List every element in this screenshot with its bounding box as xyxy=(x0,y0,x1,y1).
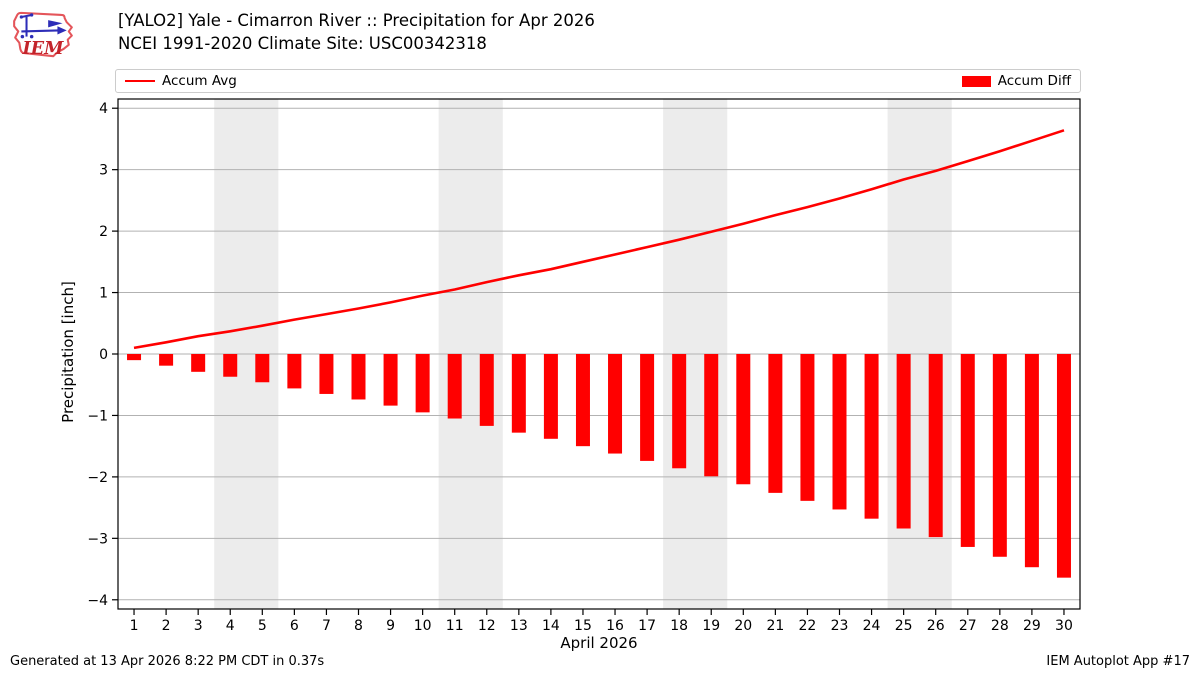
x-tick-label: 12 xyxy=(478,618,496,634)
x-tick-label: 1 xyxy=(130,618,139,634)
x-tick-label: 13 xyxy=(510,618,528,634)
bar-day-24 xyxy=(864,354,879,519)
accum-diff-bar-swatch xyxy=(961,75,991,87)
bar-day-2 xyxy=(159,354,174,366)
legend-item-accum-avg: Accum Avg xyxy=(125,73,237,89)
bar-day-4 xyxy=(223,354,238,377)
bar-day-22 xyxy=(800,354,815,501)
x-tick-label: 22 xyxy=(799,618,817,634)
title-block: [YALO2] Yale - Cimarron River :: Precipi… xyxy=(118,9,595,56)
bar-day-21 xyxy=(768,354,783,493)
x-tick-label: 25 xyxy=(895,618,913,634)
x-tick-label: 5 xyxy=(258,618,267,634)
x-tick-label: 23 xyxy=(831,618,849,634)
bar-day-19 xyxy=(704,354,719,477)
bar-day-10 xyxy=(415,354,430,413)
x-tick-label: 27 xyxy=(959,618,977,634)
bar-day-26 xyxy=(928,354,943,538)
y-tick-label: 3 xyxy=(99,163,108,179)
iem-logo: IEM xyxy=(13,11,73,59)
gridlines xyxy=(118,107,1080,601)
bar-day-27 xyxy=(960,354,975,547)
bar-day-23 xyxy=(832,354,847,510)
x-tick-label: 17 xyxy=(638,618,656,634)
y-tick-label: −2 xyxy=(87,470,108,486)
bar-day-7 xyxy=(319,354,334,394)
bar-day-11 xyxy=(447,354,462,419)
x-tick-label: 24 xyxy=(863,618,881,634)
y-tick-label: 2 xyxy=(99,224,108,240)
legend: Accum Avg Accum Diff xyxy=(115,69,1081,93)
x-tick-label: 26 xyxy=(927,618,945,634)
x-tick-label: 16 xyxy=(606,618,624,634)
x-axis-title: April 2026 xyxy=(560,634,638,652)
x-tick-label: 2 xyxy=(162,618,171,634)
x-tick-label: 9 xyxy=(386,618,395,634)
y-tick-label: 4 xyxy=(99,101,108,117)
bar-day-16 xyxy=(608,354,623,454)
x-tick-label: 28 xyxy=(991,618,1009,634)
x-tick-label: 21 xyxy=(766,618,784,634)
x-tick-label: 14 xyxy=(542,618,560,634)
bar-day-8 xyxy=(351,354,366,400)
y-axis-ticks: −4 −3 −2 −1 0 1 2 3 4 xyxy=(87,101,118,609)
bar-day-29 xyxy=(1024,354,1039,568)
bar-day-15 xyxy=(575,354,590,447)
x-tick-label: 18 xyxy=(670,618,688,634)
legend-item-accum-diff: Accum Diff xyxy=(961,73,1071,89)
accum-avg-label: Accum Avg xyxy=(162,73,237,89)
chart-subtitle: NCEI 1991-2020 Climate Site: USC00342318 xyxy=(118,34,487,54)
x-tick-label: 30 xyxy=(1055,618,1073,634)
bar-day-1 xyxy=(127,354,142,361)
x-tick-label: 29 xyxy=(1023,618,1041,634)
app-credit: IEM Autoplot App #17 xyxy=(1046,654,1190,669)
y-tick-label: −1 xyxy=(87,408,108,424)
bar-day-5 xyxy=(255,354,270,383)
generated-timestamp: Generated at 13 Apr 2026 8:22 PM CDT in … xyxy=(10,654,325,669)
x-tick-label: 6 xyxy=(290,618,299,634)
x-tick-label: 8 xyxy=(354,618,363,634)
x-tick-label: 11 xyxy=(446,618,464,634)
x-tick-label: 7 xyxy=(322,618,331,634)
accum-diff-label: Accum Diff xyxy=(997,73,1071,89)
bar-day-6 xyxy=(287,354,302,389)
y-tick-label: 1 xyxy=(99,286,108,302)
x-tick-label: 10 xyxy=(414,618,432,634)
bar-day-18 xyxy=(672,354,687,469)
bar-day-14 xyxy=(543,354,558,439)
x-tick-label: 19 xyxy=(702,618,720,634)
y-axis-title: Precipitation [inch] xyxy=(59,281,77,423)
y-tick-label: −3 xyxy=(87,531,108,547)
bar-day-28 xyxy=(992,354,1007,557)
bar-day-17 xyxy=(640,354,655,461)
bar-day-9 xyxy=(383,354,398,406)
logo-text: IEM xyxy=(22,39,65,59)
bar-day-30 xyxy=(1056,354,1071,578)
x-tick-label: 4 xyxy=(226,618,235,634)
x-tick-label: 3 xyxy=(194,618,203,634)
y-tick-label: 0 xyxy=(99,347,108,363)
accum-avg-line xyxy=(133,129,1065,350)
bar-day-25 xyxy=(896,354,911,529)
chart-title: [YALO2] Yale - Cimarron River :: Precipi… xyxy=(118,11,595,30)
weather-station-glyph xyxy=(19,13,67,39)
bar-day-13 xyxy=(511,354,526,433)
bar-day-3 xyxy=(191,354,206,372)
x-tick-label: 20 xyxy=(734,618,752,634)
x-tick-label: 15 xyxy=(574,618,592,634)
bar-day-20 xyxy=(736,354,751,485)
accum-diff-bars xyxy=(127,354,1071,578)
bar-day-12 xyxy=(479,354,494,426)
x-axis-ticks: 1 2 3 4 5 6 7 8 9 10 11 12 13 14 15 16 17 18 19 20 21 22 23 24 2… xyxy=(130,609,1073,634)
y-tick-label: −4 xyxy=(87,593,108,609)
accum-avg-line-swatch xyxy=(125,80,155,82)
